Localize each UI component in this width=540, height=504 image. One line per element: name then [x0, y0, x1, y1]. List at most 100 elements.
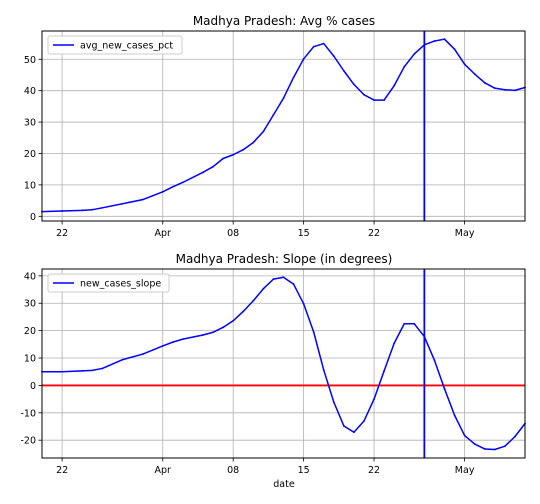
chart-1-data-point	[262, 130, 265, 133]
chart-2-data-point	[493, 448, 496, 451]
chart-1-series	[41, 38, 526, 213]
chart-2-data-point	[272, 278, 275, 281]
chart-1-data-point	[342, 69, 345, 72]
chart-2-y-tick-label: 30	[24, 299, 36, 310]
chart-1-data-point	[81, 209, 84, 212]
chart-1-data-point	[171, 185, 174, 188]
chart-2-plot-frame	[41, 268, 526, 459]
chart-2-y-tick-label: 40	[24, 271, 36, 282]
chart-1-legend-box	[47, 35, 183, 55]
chart-2-data-point	[171, 341, 174, 344]
chart-2-legend-label: new_cases_slope	[80, 279, 161, 290]
chart-1-legend-label: avg_new_cases_pct	[80, 41, 173, 52]
chart-1-x-tick-label: 08	[227, 228, 239, 239]
chart-1-y-tick-label: 20	[24, 149, 36, 160]
chart-1-data-point	[503, 88, 506, 91]
chart-2-data-point	[443, 387, 446, 390]
chart-2-y-tick-label: -10	[20, 408, 36, 419]
chart-1-y-tick-label: 10	[24, 180, 36, 191]
chart-2-data-point	[282, 276, 285, 279]
chart-2-data-point	[473, 443, 476, 445]
chart-2-data-point	[202, 334, 204, 336]
chart-1-data-point	[433, 40, 436, 42]
chart-2-data-point	[342, 425, 345, 427]
chart-2-data-point	[363, 420, 365, 422]
chart-1-data-point	[232, 153, 235, 156]
chart-2-data-point	[222, 326, 225, 329]
chart-1-data-point	[403, 65, 406, 68]
chart-2-legend-box	[47, 273, 170, 293]
chart-1-data-point	[483, 81, 486, 84]
chart-2-x-tick-label: May	[455, 465, 475, 476]
chart-1-data-point	[322, 42, 325, 45]
chart-2-data-point	[161, 345, 164, 347]
chart-1-data-point	[493, 87, 496, 90]
chart-2-data-point	[322, 369, 325, 371]
chart-1-x-tick-label: 22	[368, 228, 380, 239]
chart-1-data-point	[353, 83, 355, 86]
chart-2-x-tick-label: 22	[368, 465, 380, 476]
chart-1-data-point	[463, 63, 466, 66]
chart-1-data-point	[373, 99, 375, 101]
chart-1-data-point	[453, 48, 456, 51]
chart-2-data-point	[463, 434, 466, 437]
chart-2-data-point	[262, 287, 265, 290]
chart-1-y-tick-label: 40	[24, 86, 36, 97]
chart-2-data-point	[101, 367, 104, 370]
chart-1-y-tick-label: 50	[24, 55, 36, 66]
chart-1-data-point	[393, 84, 396, 87]
chart-1-data-point	[222, 157, 225, 160]
chart-2-data-point	[453, 414, 456, 417]
chart-1-title: Madhya Pradesh: Avg % cases	[193, 14, 375, 28]
chart-1-x-tick-label: 15	[298, 228, 310, 239]
chart-2-reference-lines	[42, 269, 525, 458]
chart-1-data-point	[443, 38, 446, 41]
chart-1-data-point	[212, 165, 214, 168]
chart-1-data-point	[252, 141, 255, 144]
chart-2-data-point	[312, 331, 315, 333]
chart-2-data-point	[514, 435, 516, 438]
chart-2-data-point	[332, 401, 335, 404]
chart-2-data-point	[393, 342, 396, 345]
chart-2-x-tick-label: Apr	[155, 465, 172, 476]
chart-2-x-tick-label: 22	[56, 465, 68, 476]
chart-2-x-axis-label: date	[273, 479, 295, 490]
chart-2-x-tick-label: 08	[227, 465, 239, 476]
chart-2-y-tick-label: -20	[20, 436, 36, 447]
chart-1-data-point	[292, 76, 295, 79]
chart-1-data-point	[101, 206, 104, 209]
chart-1-x-tick-label: May	[455, 228, 475, 239]
chart-1-data-point	[141, 198, 144, 201]
chart-1-data-point	[91, 208, 94, 211]
chart-1-x-tick-label: Apr	[155, 228, 172, 239]
chart-1-data-point	[242, 148, 245, 151]
chart-2-data-point	[212, 331, 214, 334]
chart-1-x-tick-label: 22	[56, 228, 68, 239]
chart-1-data-point	[413, 53, 416, 55]
chart-1-data-point	[312, 45, 315, 48]
chart-1-data-point	[514, 89, 516, 92]
chart-2-data-point	[292, 283, 295, 285]
chart-2-y-tick-label: 10	[24, 354, 36, 365]
chart-1-data-point	[272, 113, 275, 116]
chart-1-data-point	[363, 93, 365, 96]
chart-2-data-point	[403, 322, 406, 325]
chart-2-data-point	[232, 319, 235, 322]
chart-2-data-point	[91, 369, 94, 372]
chart-1-data-point	[332, 55, 335, 58]
chart-1-data-point	[473, 73, 476, 75]
chart-1-data-point	[202, 171, 204, 174]
chart-1-ticks: 22 Apr 08 15 22 May 0 10 20 30 40 50	[24, 55, 475, 239]
chart-2-data-point	[181, 338, 184, 341]
chart-1-data-point	[61, 210, 64, 212]
chart-2-data-point	[141, 353, 144, 356]
chart-2-data-point	[81, 369, 84, 372]
chart-2-data-point	[242, 310, 245, 313]
chart-1-data-point	[423, 43, 426, 46]
chart-2-data-point	[302, 302, 305, 305]
chart-2-data-point	[373, 398, 375, 401]
chart-1-legend: avg_new_cases_pct	[47, 35, 183, 55]
chart-2-data-point	[503, 445, 506, 448]
